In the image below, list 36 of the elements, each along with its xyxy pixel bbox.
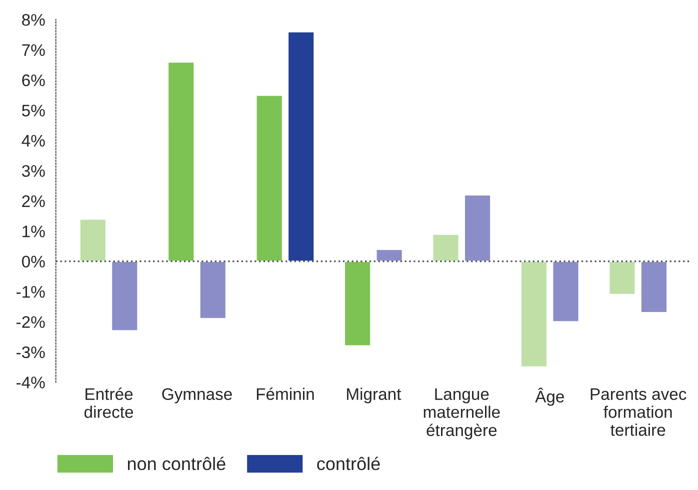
bar bbox=[640, 260, 668, 314]
bar bbox=[344, 260, 372, 347]
x-tick-label: Langue maternelle étrangère bbox=[424, 388, 500, 440]
bar bbox=[78, 218, 107, 262]
y-tick-label: 0% bbox=[22, 256, 45, 268]
bar bbox=[255, 94, 284, 262]
y-tick-label: 4% bbox=[22, 134, 45, 147]
y-tick-label: 3% bbox=[22, 165, 45, 177]
bar bbox=[608, 260, 636, 296]
y-tick-label: 1% bbox=[22, 226, 45, 238]
legend-label: non contrôlé bbox=[128, 456, 226, 470]
bar bbox=[110, 260, 139, 332]
y-tick-label: -1% bbox=[16, 286, 45, 298]
bar bbox=[375, 248, 404, 262]
bar bbox=[552, 260, 580, 322]
y-tick-label: 8% bbox=[22, 14, 45, 26]
x-tick-label: Entrée directe bbox=[84, 388, 134, 418]
bar bbox=[198, 260, 227, 320]
x-tick-label: Âge bbox=[535, 388, 564, 406]
bar bbox=[464, 194, 492, 262]
bar bbox=[287, 30, 316, 262]
legend-label: contrôlé bbox=[317, 456, 380, 470]
y-tick-label: 5% bbox=[22, 104, 45, 116]
bar bbox=[167, 61, 196, 262]
bar bbox=[520, 260, 548, 368]
y-tick-label: 2% bbox=[22, 195, 45, 208]
x-tick-label: Gymnase bbox=[162, 388, 232, 404]
x-tick-label: Migrant bbox=[347, 388, 402, 404]
y-tick-label: -2% bbox=[16, 316, 45, 328]
y-tick-label: 7% bbox=[22, 44, 45, 56]
y-tick-label: -3% bbox=[16, 346, 45, 358]
x-tick-label: Parents avec formation tertiaire bbox=[590, 388, 686, 436]
x-tick-label: Féminin bbox=[256, 388, 314, 400]
y-tick-label: 6% bbox=[22, 74, 45, 86]
y-tick-label: -4% bbox=[16, 376, 45, 388]
bar bbox=[432, 233, 460, 262]
